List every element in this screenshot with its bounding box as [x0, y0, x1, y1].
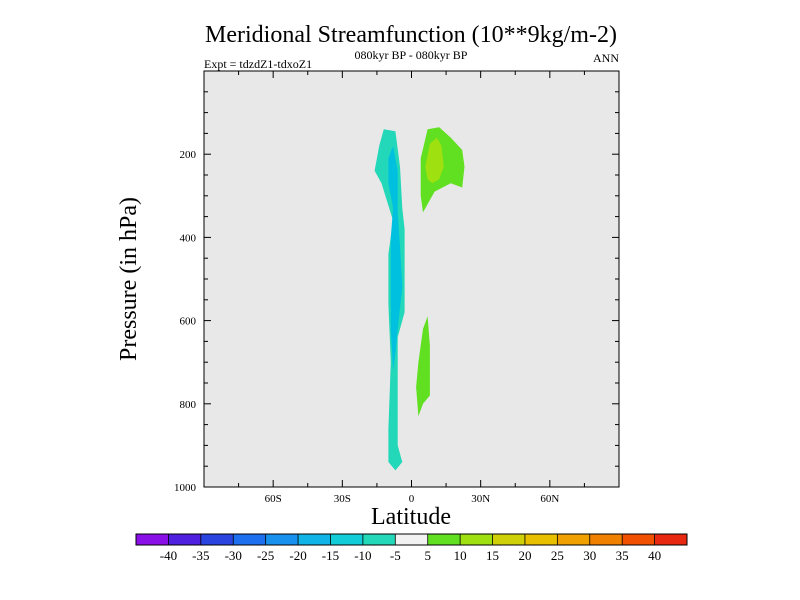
chart-title: Meridional Streamfunction (10**9kg/m-2): [205, 22, 617, 48]
y-tick-label: 400: [180, 232, 197, 244]
colorbar-label: 10: [454, 548, 467, 563]
colorbar-box: [362, 534, 396, 545]
y-tick-label: 800: [180, 399, 197, 411]
colorbar-box: [395, 534, 429, 545]
colorbar-label: -35: [192, 548, 209, 563]
chart-subtitle-left: Expt = tdzdZ1-tdxoZ1: [204, 57, 312, 71]
contour-positive-upper-inner: [425, 137, 444, 184]
colorbar-label: 20: [518, 548, 531, 563]
colorbar-box: [524, 534, 558, 545]
contour-negative-cell-inner: [388, 145, 403, 371]
colorbar-label: -5: [390, 548, 401, 563]
y-tick-label: 600: [180, 316, 197, 328]
colorbar: -40 -35 -30 -25 -20 -15 -10 -5 5 10 15 20 25 30 35 40: [135, 533, 688, 563]
colorbar-box: [427, 534, 461, 545]
y-tick-label: 1000: [174, 482, 197, 494]
colorbar-box: [589, 534, 623, 545]
axis-ticks: 60S 30S 0 30N 60N 200 400 600 800 1000: [174, 70, 620, 505]
colorbar-box: [233, 534, 267, 545]
colorbar-label: 5: [424, 548, 431, 563]
colorbar-label: 30: [583, 548, 596, 563]
x-tick-label: 30N: [471, 493, 490, 505]
colorbar-label: -30: [225, 548, 242, 563]
colorbar-box: [460, 534, 493, 545]
colorbar-box: [265, 534, 299, 545]
x-axis-label: Latitude: [371, 504, 451, 530]
colorbar-box: [654, 534, 688, 545]
x-tick-label: 0: [409, 493, 415, 505]
colorbar-label: -15: [322, 548, 339, 563]
contour-positive-lower: [416, 316, 430, 417]
colorbar-label: 25: [551, 548, 564, 563]
y-tick-label: 200: [180, 149, 197, 161]
colorbar-box: [168, 534, 202, 545]
colorbar-label: 35: [616, 548, 629, 563]
colorbar-frame: [135, 533, 688, 546]
colorbar-label: -40: [160, 548, 177, 563]
chart-subtitle-center: 080kyr BP - 080kyr BP: [355, 48, 468, 62]
colorbar-box: [298, 534, 331, 545]
colorbar-box: [622, 534, 655, 545]
colorbar-label: 40: [648, 548, 661, 563]
colorbar-box: [136, 534, 169, 545]
colorbar-box: [492, 534, 526, 545]
colorbar-box: [557, 534, 591, 545]
colorbar-box: [330, 534, 364, 545]
x-tick-label: 60N: [540, 493, 559, 505]
colorbar-label: -25: [257, 548, 274, 563]
colorbar-label: 15: [486, 548, 499, 563]
x-tick-label: 30S: [334, 493, 351, 505]
contour-regions: [374, 127, 465, 471]
x-tick-label: 60S: [265, 493, 282, 505]
y-axis-label: Pressure (in hPa): [116, 197, 142, 361]
colorbar-label: -10: [354, 548, 371, 563]
chart-subtitle-right: ANN: [593, 51, 619, 65]
colorbar-box: [200, 534, 234, 545]
colorbar-label: -20: [289, 548, 306, 563]
plot-area: [204, 71, 619, 487]
